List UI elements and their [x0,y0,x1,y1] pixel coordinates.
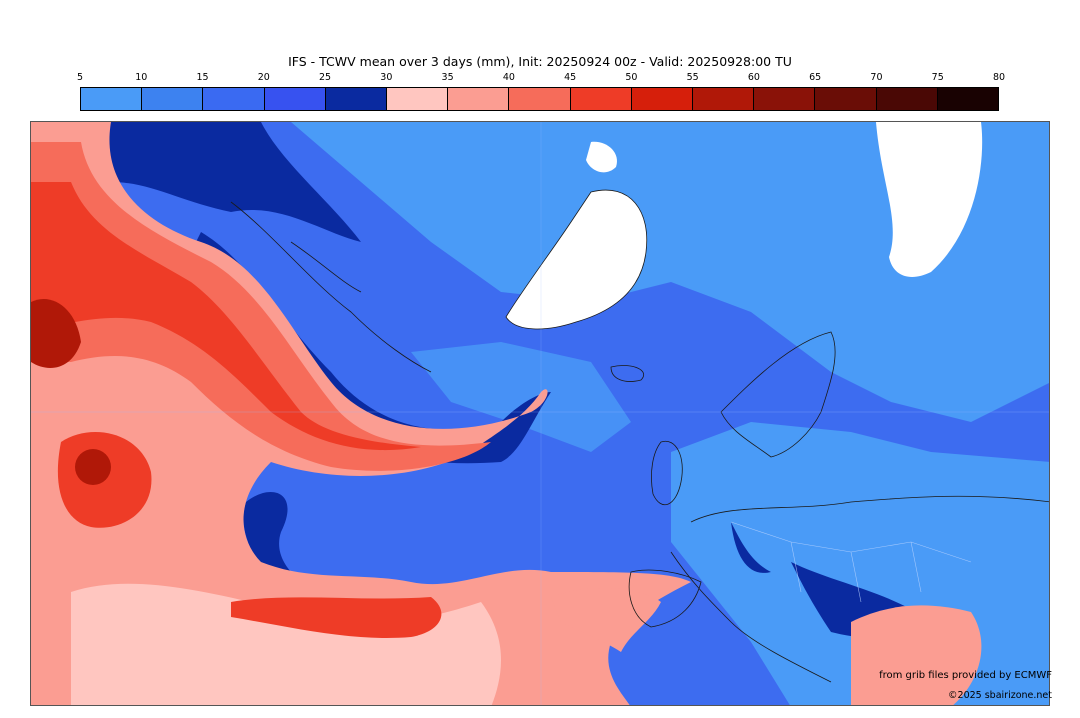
data-source-credit: from grib files provided by ECMWF [879,670,1052,681]
north-africa-moisture [851,605,982,705]
colorbar-swatch [509,88,571,110]
colorbar-tick-label: 55 [686,72,699,83]
moisture-plume-red [31,182,421,451]
colorbar-swatch [142,88,204,110]
moisture-plume-south-red [231,597,442,638]
colorbar-tick-label: 45 [564,72,577,83]
colorbar-swatch [815,88,877,110]
chart-title: IFS - TCWV mean over 3 days (mm), Init: … [288,54,792,69]
scandinavia-coastline [720,331,836,458]
iceland-coastline [610,365,644,382]
copyright-credit: ©2025 sbairizone.net [948,690,1052,701]
colorbar-tick-label: 15 [196,72,209,83]
greenland-ice-sheet [506,190,647,329]
map-canvas [31,122,1049,705]
colorbar-swatch [937,88,999,110]
country-borders [730,521,972,603]
colorbar-legend [80,87,999,111]
colorbar-swatch [448,88,510,110]
svalbard-ice [586,141,617,173]
greenland-coastline [505,189,648,330]
weather-map [30,121,1050,706]
colorbar-tick-label: 70 [870,72,883,83]
colorbar-swatch [754,88,816,110]
north-atlantic-light-blue [411,342,631,452]
colorbar-swatch [325,88,388,110]
colorbar-tick-label: 35 [441,72,454,83]
moisture-plume-south-pink [71,583,501,705]
colorbar-swatch [387,88,449,110]
colorbar-swatch [693,88,755,110]
novaya-zemlya-ice [876,122,983,277]
iberia-moisture-blob [551,587,661,652]
colorbar-swatch [570,88,632,110]
colorbar-tick-label: 5 [76,72,84,83]
colorbar-tick-label: 80 [992,72,1006,83]
deep-blue-east-sea [731,522,771,573]
colorbar-tick-label: 65 [809,72,822,83]
colorbar-swatch [264,88,326,110]
colorbar-swatch [81,88,143,110]
colorbar-tick-label: 10 [135,72,148,83]
colorbar-tick-label: 30 [380,72,393,83]
north-america-coastline [230,201,432,373]
colorbar-tick-label: 75 [931,72,944,83]
colorbar-tick-label: 20 [257,72,270,83]
colorbar-tick-labels: 5 10 15 20 25 30 35 40 45 50 55 60 65 70 75 80 [0,72,1080,84]
colorbar-tick-label: 25 [319,72,332,83]
british-isles-coastline [651,440,683,506]
colorbar-tick-label: 60 [747,72,760,83]
colorbar-swatch [876,88,938,110]
iberia-coastline [628,569,702,628]
colorbar-tick-label: 50 [625,72,638,83]
moisture-plume-dark-red-core [31,298,81,368]
colorbar-tick-label: 40 [502,72,515,83]
cyclone-eye-core [75,449,111,485]
arctic-light-blue-region [291,122,1049,422]
colorbar-swatch [631,88,694,110]
colorbar-swatch [203,88,265,110]
europe-coastline [670,495,1049,683]
deep-blue-band-north [61,122,361,242]
